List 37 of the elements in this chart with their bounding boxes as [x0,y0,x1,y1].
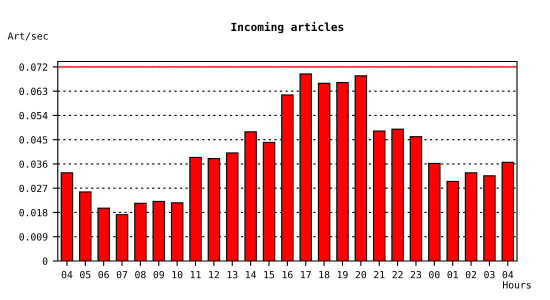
chart-title: Incoming articles [231,22,344,34]
x-tick-label: 00 [429,270,440,278]
x-tick-label: 10 [172,270,182,278]
y-tick-label: 0.072 [19,63,48,71]
x-tick-label: 06 [98,270,109,278]
x-tick-label: 15 [264,271,274,278]
x-tick-label: 16 [282,270,293,278]
y-tick-label: 0 [42,258,48,265]
y-tick-label: 0.018 [19,208,48,216]
x-tick-label: 11 [190,271,201,278]
x-tick-label: 01 [447,270,458,278]
x-tick-label: 04 [502,270,514,278]
y-tick-label: 0.063 [19,88,48,96]
x-tick-label: 08 [135,270,146,278]
x-tick-label: 20 [356,270,366,278]
x-tick-label: 07 [116,270,128,278]
y-tick-label: 0.045 [19,136,48,144]
y-axis-title: Art/sec [8,32,48,40]
y-tick-label: 0.027 [19,184,48,192]
x-tick-label: 14 [246,271,256,278]
x-tick-label: 02 [466,270,476,278]
x-tick-label: 22 [392,270,403,278]
x-tick-label: 18 [319,270,330,278]
x-tick-label: 05 [80,270,90,278]
y-tick-label: 0.054 [19,112,48,120]
x-tick-label: 23 [410,270,422,278]
y-tick-label: 0.036 [19,160,48,168]
x-tick-label: 21 [374,270,384,278]
x-tick-label: 19 [338,270,348,278]
x-tick-label: 17 [301,271,311,278]
y-tick-label: 0.009 [19,233,48,241]
x-axis-title: Hours [503,281,531,289]
x-tick-label: 13 [228,270,238,278]
x-tick-label: 12 [209,270,219,278]
x-tick-label: 04 [62,270,72,278]
x-tick-label: 03 [484,270,495,278]
x-tick-label: 09 [154,270,164,278]
